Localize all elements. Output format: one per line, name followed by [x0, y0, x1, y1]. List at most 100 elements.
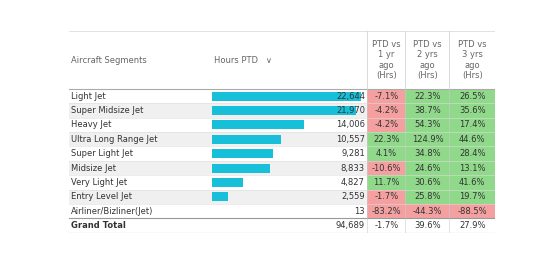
Bar: [212, 135, 281, 144]
Bar: [449, 103, 495, 118]
Bar: [212, 192, 228, 201]
Text: 34.8%: 34.8%: [414, 149, 441, 158]
Text: -1.7%: -1.7%: [374, 221, 398, 230]
Bar: [69, 146, 367, 161]
Bar: [69, 89, 367, 103]
Bar: [69, 175, 367, 190]
Bar: [69, 204, 367, 219]
Bar: [69, 190, 367, 204]
Bar: [212, 121, 304, 129]
Text: 24.6%: 24.6%: [414, 163, 441, 173]
Bar: [69, 161, 367, 175]
Bar: [212, 164, 270, 173]
Text: -83.2%: -83.2%: [371, 207, 401, 216]
Text: Grand Total: Grand Total: [71, 221, 126, 230]
Bar: [449, 204, 495, 219]
Text: 4.1%: 4.1%: [376, 149, 397, 158]
Bar: [405, 175, 449, 190]
Text: 22,644: 22,644: [336, 92, 365, 101]
Text: Ultra Long Range Jet: Ultra Long Range Jet: [71, 135, 157, 144]
Text: PTD vs
2 yrs
ago
(Hrs): PTD vs 2 yrs ago (Hrs): [413, 40, 442, 80]
Text: 14,006: 14,006: [336, 121, 365, 129]
Bar: [405, 132, 449, 146]
Text: 38.7%: 38.7%: [414, 106, 441, 115]
Text: 10,557: 10,557: [336, 135, 365, 144]
Text: 28.4%: 28.4%: [459, 149, 486, 158]
Text: 26.5%: 26.5%: [459, 92, 486, 101]
Text: Hours PTD   ∨: Hours PTD ∨: [213, 56, 272, 65]
Text: -88.5%: -88.5%: [458, 207, 487, 216]
Text: 11.7%: 11.7%: [373, 178, 399, 187]
Text: -7.1%: -7.1%: [374, 92, 398, 101]
Bar: [449, 89, 495, 103]
Bar: [449, 190, 495, 204]
Bar: [405, 89, 449, 103]
Text: 22.3%: 22.3%: [414, 92, 441, 101]
Bar: [449, 132, 495, 146]
Bar: [405, 103, 449, 118]
Bar: [367, 161, 405, 175]
Text: 2,559: 2,559: [342, 192, 365, 201]
Bar: [69, 103, 367, 118]
Bar: [367, 146, 405, 161]
Text: Light Jet: Light Jet: [71, 92, 106, 101]
Text: Midsize Jet: Midsize Jet: [71, 163, 116, 173]
Bar: [69, 219, 495, 233]
Text: 19.7%: 19.7%: [459, 192, 486, 201]
Text: -4.2%: -4.2%: [374, 106, 398, 115]
Bar: [367, 118, 405, 132]
Text: 13.1%: 13.1%: [459, 163, 486, 173]
Text: 8,833: 8,833: [341, 163, 365, 173]
Text: 124.9%: 124.9%: [411, 135, 443, 144]
Bar: [405, 190, 449, 204]
Text: -1.7%: -1.7%: [374, 192, 398, 201]
Bar: [69, 132, 367, 146]
Bar: [449, 146, 495, 161]
Text: 25.8%: 25.8%: [414, 192, 441, 201]
Bar: [69, 118, 367, 132]
Text: -4.2%: -4.2%: [374, 121, 398, 129]
Bar: [212, 149, 273, 158]
Text: Aircraft Segments: Aircraft Segments: [71, 56, 147, 65]
Text: Airliner/Bizliner(Jet): Airliner/Bizliner(Jet): [71, 207, 153, 216]
Text: 9,281: 9,281: [341, 149, 365, 158]
Bar: [69, 31, 495, 89]
Bar: [405, 204, 449, 219]
Text: 4,827: 4,827: [341, 178, 365, 187]
Text: 13: 13: [354, 207, 365, 216]
Text: PTD vs
3 yrs
ago
(Hrs): PTD vs 3 yrs ago (Hrs): [458, 40, 487, 80]
Bar: [367, 132, 405, 146]
Text: Super Midsize Jet: Super Midsize Jet: [71, 106, 143, 115]
Text: 22.3%: 22.3%: [373, 135, 399, 144]
Text: 35.6%: 35.6%: [459, 106, 486, 115]
Bar: [449, 161, 495, 175]
Bar: [367, 204, 405, 219]
Text: 54.3%: 54.3%: [414, 121, 441, 129]
Text: Super Light Jet: Super Light Jet: [71, 149, 133, 158]
Bar: [212, 106, 356, 115]
Bar: [367, 175, 405, 190]
Text: Entry Level Jet: Entry Level Jet: [71, 192, 132, 201]
Bar: [367, 89, 405, 103]
Text: -44.3%: -44.3%: [412, 207, 442, 216]
Bar: [405, 161, 449, 175]
Text: -10.6%: -10.6%: [372, 163, 401, 173]
Bar: [405, 146, 449, 161]
Bar: [449, 118, 495, 132]
Text: 39.6%: 39.6%: [414, 221, 441, 230]
Bar: [367, 103, 405, 118]
Text: 94,689: 94,689: [336, 221, 365, 230]
Text: 21,970: 21,970: [336, 106, 365, 115]
Text: 44.6%: 44.6%: [459, 135, 486, 144]
Bar: [405, 118, 449, 132]
Text: PTD vs
1 yr
ago
(Hrs): PTD vs 1 yr ago (Hrs): [372, 40, 400, 80]
Text: 17.4%: 17.4%: [459, 121, 486, 129]
Bar: [367, 190, 405, 204]
Bar: [212, 178, 243, 187]
Bar: [449, 175, 495, 190]
Bar: [212, 92, 361, 101]
Text: 27.9%: 27.9%: [459, 221, 486, 230]
Text: 30.6%: 30.6%: [414, 178, 441, 187]
Text: Very Light Jet: Very Light Jet: [71, 178, 127, 187]
Text: Heavy Jet: Heavy Jet: [71, 121, 111, 129]
